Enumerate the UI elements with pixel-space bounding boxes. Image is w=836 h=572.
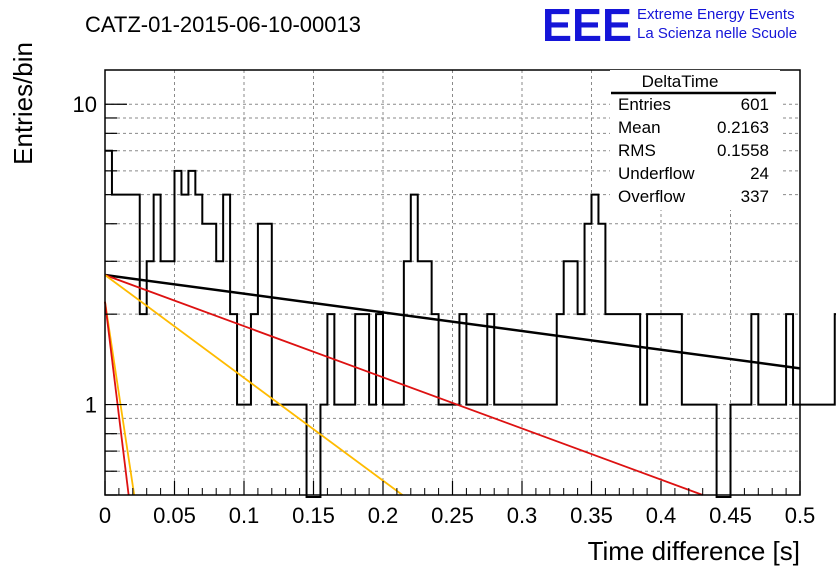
- x-tick-label: 0.45: [709, 503, 752, 528]
- logo-line-2: La Scienza nelle Scuole: [637, 25, 797, 42]
- chart-title: CATZ-01-2015-06-10-00013: [85, 12, 361, 37]
- x-tick-label: 0.35: [570, 503, 613, 528]
- stats-row-value: 601: [741, 95, 769, 114]
- stats-row-label: Overflow: [618, 187, 686, 206]
- stats-row-value: 24: [750, 164, 769, 183]
- x-tick-label: 0.1: [229, 503, 260, 528]
- fit-line: [104, 274, 403, 496]
- x-tick-label: 0.15: [292, 503, 335, 528]
- x-tick-label: 0.25: [431, 503, 474, 528]
- x-tick-label: 0.5: [785, 503, 816, 528]
- x-tick-label: 0.2: [368, 503, 399, 528]
- logo-line-1: Extreme Energy Events: [637, 6, 795, 23]
- stats-row-label: Entries: [618, 95, 671, 114]
- fit-line: [104, 273, 801, 370]
- x-tick-label: 0.3: [507, 503, 538, 528]
- fit-line: [104, 301, 130, 496]
- x-axis-label: Time difference [s]: [588, 536, 800, 566]
- stats-box-title: DeltaTime: [642, 72, 719, 91]
- histogram-outline: [105, 149, 836, 498]
- stats-box: DeltaTime Entries 601 Mean 0.2163 RMS 0.1558 U…: [610, 70, 780, 210]
- axis-ticks: [104, 103, 801, 496]
- stats-row-label: Mean: [618, 118, 661, 137]
- x-tick-label: 0.05: [153, 503, 196, 528]
- fit-line: [104, 301, 136, 496]
- y-tick-label: 10: [73, 92, 97, 117]
- fit-line: [104, 274, 704, 496]
- y-axis-label: Entries/bin: [8, 42, 38, 165]
- fit-lines: [104, 273, 801, 496]
- stats-row-value: 0.2163: [717, 118, 769, 137]
- x-tick-label: 0.4: [646, 503, 677, 528]
- stats-row-label: Underflow: [618, 164, 695, 183]
- histogram: [105, 149, 836, 498]
- tick-labels: 0 0.05 0.1 0.15 0.2 0.25 0.3 0.35 0.4 0.45 0.5 1 10: [73, 92, 816, 528]
- stats-row-label: RMS: [618, 141, 656, 160]
- stats-row-value: 0.1558: [717, 141, 769, 160]
- logo-mark: EEE: [542, 0, 632, 51]
- x-tick-label: 0: [99, 503, 111, 528]
- y-tick-label: 1: [85, 393, 97, 418]
- eee-logo: EEE Extreme Energy Events La Scienza nel…: [542, 0, 797, 51]
- stats-row-value: 337: [741, 187, 769, 206]
